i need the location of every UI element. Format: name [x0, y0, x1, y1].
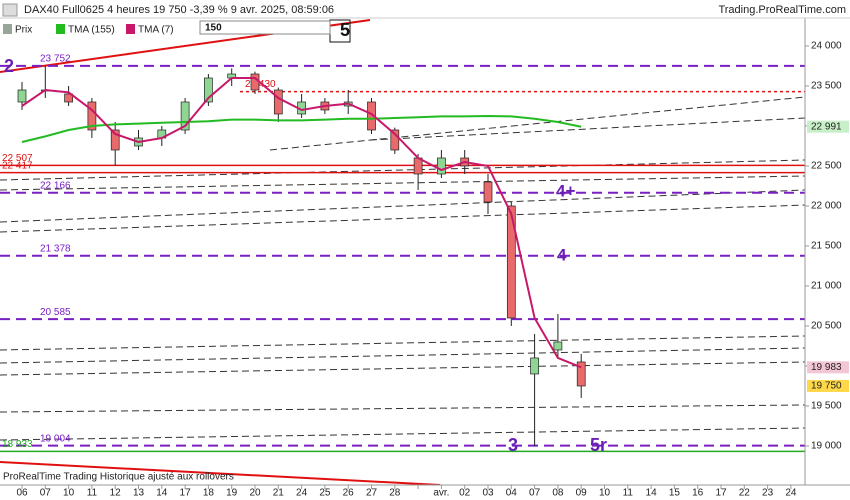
menu-icon[interactable] — [2, 3, 18, 17]
x-tick-label: 27 — [366, 488, 378, 499]
level-label: 20 585 — [40, 307, 71, 318]
x-tick-label: 13 — [133, 488, 145, 499]
candle-body — [367, 101, 376, 131]
candle-body — [576, 361, 586, 387]
x-tick-label: 20 — [249, 488, 261, 499]
y-tick-label: 23 500 — [811, 81, 842, 92]
x-tick-label: 11 — [87, 488, 98, 499]
y-tick-label: 24 000 — [811, 41, 842, 52]
x-tick-label: 24 — [296, 488, 308, 499]
x-tick-label: 07 — [529, 488, 541, 499]
legend-label: TMA (155) — [68, 25, 115, 36]
annotation: 5 — [340, 20, 350, 40]
last-value-label: 19 983 — [811, 362, 842, 373]
candle-body — [180, 101, 190, 131]
annotation: 3 — [508, 435, 518, 455]
x-tick-label: 16 — [692, 488, 704, 499]
footer: ProRealTime Trading Historique ajusté au… — [3, 472, 234, 483]
annotation: 4 — [557, 245, 567, 264]
candle-body — [110, 129, 120, 151]
legend-swatch — [126, 24, 135, 34]
x-tick-label: 02 — [459, 488, 471, 499]
x-tick-label: 09 — [576, 488, 588, 499]
last-value-label: 19 750 — [811, 381, 842, 392]
level-label: 22 417 — [2, 160, 33, 171]
source: Trading.ProRealTime.com — [718, 4, 846, 16]
x-tick-label: 11 — [623, 488, 634, 499]
x-tick-label: 17 — [180, 488, 192, 499]
x-tick-label: avr. — [433, 488, 449, 499]
level-label: 22 507 — [2, 153, 33, 164]
y-tick-label: 21 000 — [811, 281, 842, 292]
level-label: 23 430 — [245, 79, 276, 90]
trend-lines — [0, 19, 805, 485]
x-tick-label: 07 — [40, 488, 52, 499]
indicator-line — [21, 76, 582, 369]
x-tick-label: 10 — [63, 488, 75, 499]
legend-swatch — [3, 24, 12, 34]
chart-title: DAX40 Full0625 4 heures 19 750 -3,39 % 9… — [24, 4, 334, 16]
candle-body — [553, 341, 563, 351]
x-tick-label: 19 — [226, 488, 238, 499]
candle-body — [250, 73, 260, 91]
x-tick-label: 14 — [156, 488, 168, 499]
x-tick-label: 21 — [273, 488, 285, 499]
y-tick-label: 19 500 — [811, 401, 842, 412]
y-tick-label: 19 000 — [811, 441, 842, 452]
x-tick-label: 18 — [203, 488, 215, 499]
annotation: 4+ — [556, 181, 575, 200]
x-tick-label: 04 — [506, 488, 518, 499]
candle-body — [64, 93, 73, 103]
y-tick-label: 22 500 — [811, 161, 842, 172]
label-box — [199, 20, 331, 35]
last-value-box — [807, 120, 849, 133]
candle-body — [506, 205, 516, 319]
candle-body — [530, 357, 539, 375]
legend-swatch — [56, 24, 65, 34]
x-tick-label: 22 — [739, 488, 751, 499]
candle-body — [483, 181, 493, 203]
x-tick-label: 23 — [762, 488, 774, 499]
y-tick-label: 22 000 — [811, 201, 842, 212]
candle-body — [437, 157, 446, 175]
legend-label: Prix — [15, 25, 32, 36]
y-tick-label: 20 500 — [811, 321, 842, 332]
x-tick-label: 14 — [646, 488, 658, 499]
level-label: 23 752 — [40, 53, 71, 64]
x-tick-label: 03 — [482, 488, 494, 499]
candle-body — [390, 129, 400, 151]
candle-body — [273, 89, 283, 115]
annotation: 150 — [205, 23, 222, 34]
x-tick-label: 28 — [389, 488, 401, 499]
level-label: 19 004 — [40, 433, 71, 444]
candle-body — [204, 77, 213, 103]
x-tick-label: 26 — [343, 488, 355, 499]
x-tick-label: 10 — [599, 488, 611, 499]
x-tick-label: 17 — [715, 488, 727, 499]
level-label: 22 166 — [40, 180, 71, 191]
last-value-box — [807, 361, 849, 374]
indicator-line — [21, 114, 582, 143]
x-tick-label: 25 — [319, 488, 331, 499]
level-label: 21 378 — [40, 243, 71, 254]
last-value-box — [807, 379, 849, 392]
x-tick-label: 24 — [785, 488, 797, 499]
annotation: 2 — [4, 56, 14, 76]
x-tick-label: 08 — [552, 488, 564, 499]
x-tick-label: 15 — [669, 488, 681, 499]
candle-body — [87, 101, 97, 131]
y-tick-label: 21 500 — [811, 241, 842, 252]
candle-body — [17, 89, 27, 103]
x-tick-label: 12 — [110, 488, 122, 499]
last-value-label: 22 991 — [811, 121, 842, 132]
level-label: 18 933 — [2, 439, 33, 450]
legend-label: TMA (7) — [138, 25, 174, 36]
x-tick-label: 06 — [16, 488, 28, 499]
annotation: 5r — [590, 435, 607, 455]
